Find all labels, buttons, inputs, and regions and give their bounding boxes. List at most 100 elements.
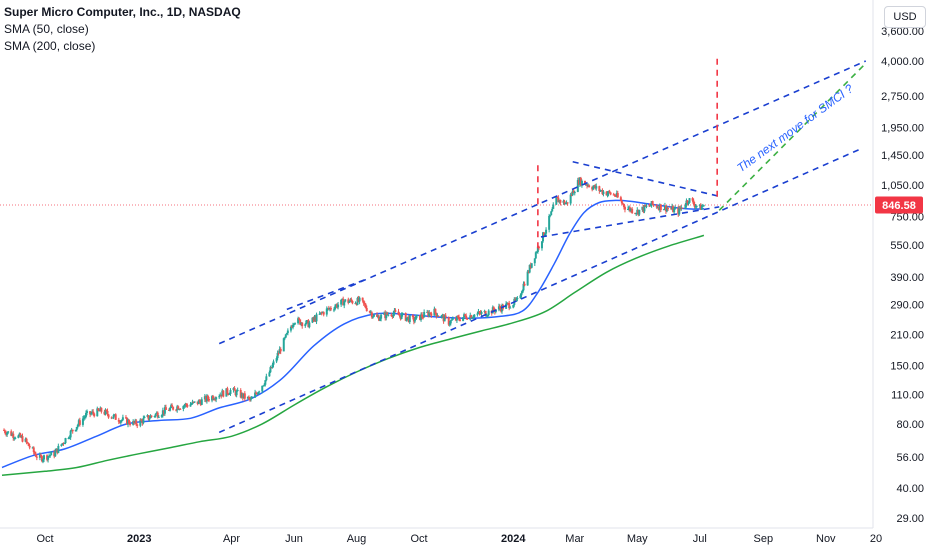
y-tick-label: 150.00 <box>890 361 924 373</box>
candle-body <box>354 303 357 305</box>
candle-body <box>278 348 281 354</box>
candle-body <box>444 315 447 318</box>
candle-body <box>246 396 249 399</box>
candle-body <box>674 207 677 209</box>
candle-body <box>497 306 500 310</box>
candle-body <box>3 429 6 431</box>
last-price-tag-box <box>875 196 923 214</box>
candle-body <box>536 246 539 252</box>
candle-body <box>222 390 225 397</box>
candles-layer <box>3 176 705 464</box>
candle-body <box>213 399 216 401</box>
candle-body <box>685 200 688 206</box>
candle-body <box>170 405 173 408</box>
candle-body <box>85 412 88 417</box>
candle-body <box>336 304 339 308</box>
candle-body <box>526 271 529 286</box>
candle-body <box>91 411 94 414</box>
candle-body <box>657 207 660 210</box>
candle-body <box>592 187 595 190</box>
candle-body <box>464 314 467 316</box>
candle-body <box>614 195 617 197</box>
candle-body <box>426 311 429 313</box>
candle-body <box>483 311 486 313</box>
candle-body <box>322 312 325 315</box>
candle-body <box>86 411 89 413</box>
candle-body <box>275 358 278 362</box>
candle-body <box>290 326 293 328</box>
candle-body <box>406 316 409 318</box>
candle-body <box>428 312 431 316</box>
candle-body <box>17 435 20 438</box>
candle-body <box>46 455 49 460</box>
x-tick-label: Oct <box>36 533 53 545</box>
candle-body <box>34 453 37 457</box>
candle-body <box>411 315 414 318</box>
candle-body <box>284 334 287 338</box>
sma50-legend[interactable]: SMA (50, close) <box>4 22 89 36</box>
candle-body <box>61 443 64 445</box>
candle-body <box>111 417 114 419</box>
candle-body <box>454 318 457 321</box>
candle-body <box>100 407 103 412</box>
candle-body <box>124 417 127 419</box>
candle-body <box>261 385 264 392</box>
candle-body <box>514 298 517 301</box>
candle-body <box>21 436 24 442</box>
currency-button[interactable]: USD <box>884 6 926 28</box>
candle-body <box>212 396 215 400</box>
candle-body <box>672 206 675 213</box>
candle-body <box>512 304 515 308</box>
candle-body <box>358 297 361 302</box>
candle-body <box>447 317 450 325</box>
candle-body <box>50 451 53 456</box>
candle-body <box>642 206 645 212</box>
candle-body <box>371 316 374 318</box>
candle-body <box>437 315 440 317</box>
candle-body <box>563 200 566 205</box>
candle-body <box>348 301 351 303</box>
candle-body <box>206 395 209 400</box>
candle-body <box>701 205 704 207</box>
candle-body <box>207 399 210 401</box>
candle-body <box>670 208 673 210</box>
candle-body <box>227 393 230 395</box>
candle-body <box>585 184 588 186</box>
y-tick-label: 29.00 <box>896 513 924 525</box>
candle-body <box>24 438 27 442</box>
candle-body <box>386 312 389 315</box>
candle-body <box>48 455 51 457</box>
candle-body <box>301 322 304 327</box>
candle-body <box>421 314 424 318</box>
candle-body <box>522 283 525 291</box>
candle-body <box>128 420 131 424</box>
candle-body <box>364 304 367 309</box>
candle-body <box>89 411 92 415</box>
candle-body <box>479 312 482 314</box>
candle-body <box>484 311 487 316</box>
candle-body <box>328 307 331 309</box>
candle-body <box>326 308 329 310</box>
candle-body <box>620 200 623 204</box>
candle-body <box>529 264 532 268</box>
candle-body <box>671 206 674 210</box>
candle-body <box>629 207 632 211</box>
candle-body <box>135 420 138 425</box>
candle-body <box>578 178 581 185</box>
candle-body <box>580 180 583 186</box>
candle-body <box>198 400 201 402</box>
candle-body <box>32 447 35 453</box>
candle-body <box>160 415 163 417</box>
candle-body <box>113 414 116 416</box>
candle-body <box>107 414 110 418</box>
candle-body <box>662 209 665 211</box>
sma200-legend[interactable]: SMA (200, close) <box>4 39 96 53</box>
candle-body <box>140 419 143 421</box>
chart-title: Super Micro Computer, Inc., 1D, NASDAQ <box>4 5 241 19</box>
candle-body <box>656 207 659 209</box>
x-tick-label: 2023 <box>127 533 151 545</box>
candle-body <box>591 187 594 190</box>
y-tick-label: 80.00 <box>896 419 924 431</box>
candle-body <box>4 430 7 434</box>
